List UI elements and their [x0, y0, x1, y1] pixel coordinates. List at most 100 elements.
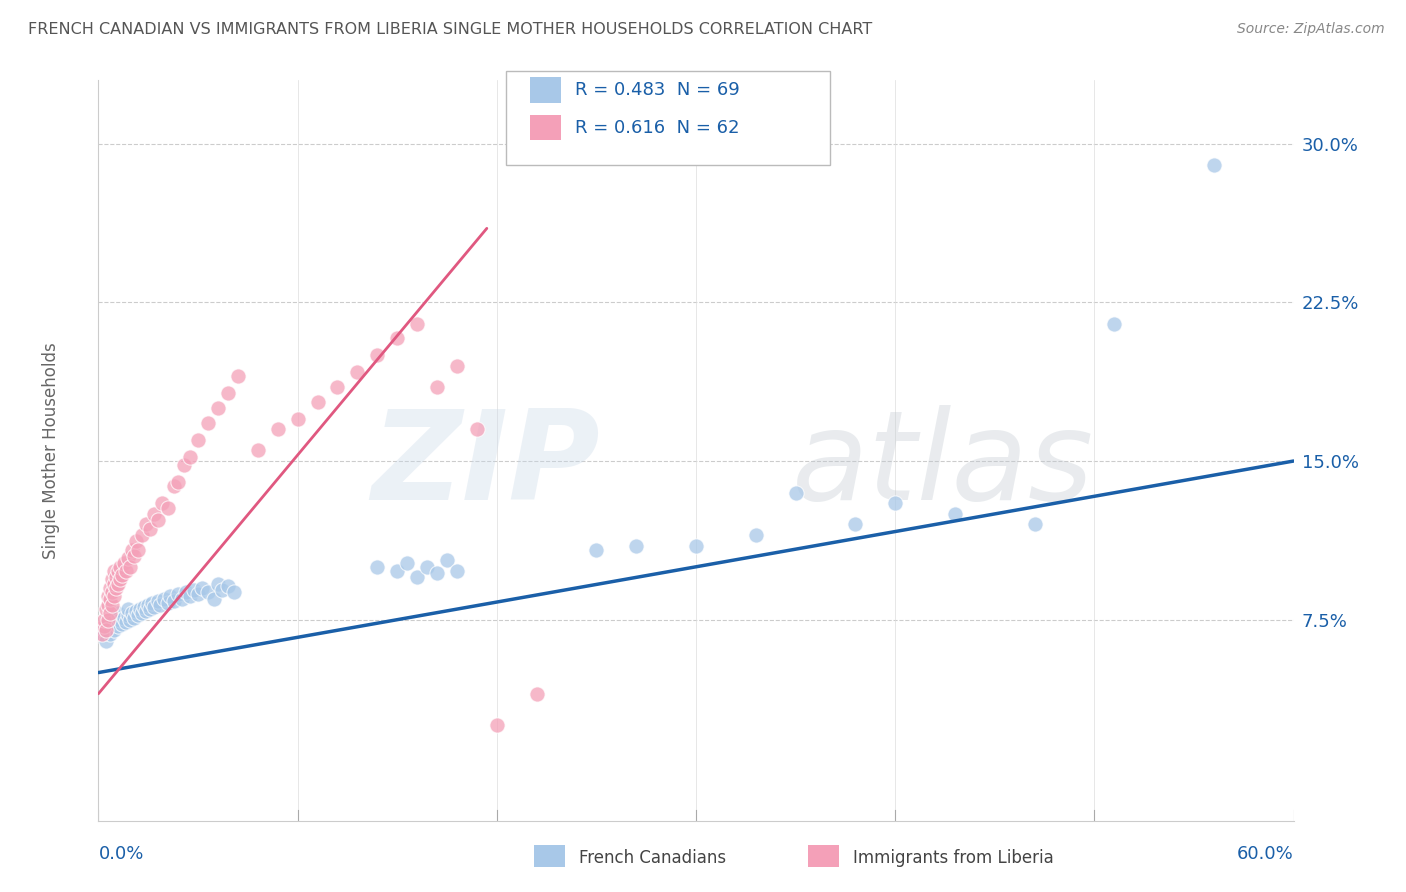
Point — [465, 422, 488, 436]
Point — [173, 458, 195, 473]
Point — [366, 348, 388, 362]
Point — [107, 619, 129, 633]
Point — [111, 616, 134, 631]
Point — [120, 559, 142, 574]
Point — [267, 422, 290, 436]
Point — [101, 610, 124, 624]
Point — [943, 507, 966, 521]
Point — [117, 551, 139, 566]
Point — [217, 579, 239, 593]
Point — [101, 616, 124, 631]
Point — [585, 542, 607, 557]
Point — [396, 556, 419, 570]
Point — [124, 549, 146, 564]
Point — [134, 599, 156, 614]
Point — [884, 496, 907, 510]
Point — [446, 564, 468, 578]
Point — [526, 687, 548, 701]
Text: R = 0.616  N = 62: R = 0.616 N = 62 — [575, 119, 740, 136]
Point — [112, 556, 135, 570]
Point — [217, 386, 239, 401]
Point — [131, 528, 153, 542]
Point — [115, 564, 138, 578]
Point — [96, 602, 118, 616]
Point — [143, 599, 166, 614]
Point — [115, 615, 138, 629]
Text: FRENCH CANADIAN VS IMMIGRANTS FROM LIBERIA SINGLE MOTHER HOUSEHOLDS CORRELATION : FRENCH CANADIAN VS IMMIGRANTS FROM LIBER… — [28, 22, 872, 37]
Text: R = 0.483  N = 69: R = 0.483 N = 69 — [575, 81, 740, 99]
Point — [385, 331, 409, 345]
Point — [157, 596, 180, 610]
Point — [93, 619, 115, 633]
Point — [446, 359, 468, 373]
Point — [110, 613, 132, 627]
Point — [346, 365, 368, 379]
Point — [98, 607, 122, 621]
Point — [91, 627, 114, 641]
Point — [105, 615, 128, 629]
Point — [107, 576, 129, 591]
Point — [207, 401, 229, 416]
Point — [191, 581, 214, 595]
Point — [202, 591, 225, 606]
Point — [103, 564, 125, 578]
Point — [167, 475, 190, 490]
Point — [150, 496, 173, 510]
Point — [121, 542, 143, 557]
Point — [406, 570, 429, 584]
Point — [148, 513, 170, 527]
Point — [307, 394, 329, 409]
Point — [127, 608, 149, 623]
Point — [167, 587, 190, 601]
Point — [125, 534, 148, 549]
Point — [426, 566, 449, 581]
Point — [685, 539, 707, 553]
Point — [179, 450, 201, 464]
Point — [93, 624, 115, 638]
Point — [97, 598, 120, 612]
Point — [1024, 517, 1046, 532]
Point — [172, 591, 194, 606]
Point — [139, 602, 162, 616]
Point — [183, 583, 205, 598]
Point — [117, 602, 139, 616]
Point — [326, 380, 349, 394]
Point — [211, 583, 233, 598]
Point — [111, 568, 134, 582]
Point — [97, 590, 120, 604]
Text: 60.0%: 60.0% — [1237, 845, 1294, 863]
Point — [103, 576, 125, 591]
Point — [222, 585, 245, 599]
Point — [120, 613, 142, 627]
Point — [785, 485, 807, 500]
Point — [101, 585, 124, 599]
Point — [745, 528, 768, 542]
Point — [1104, 317, 1126, 331]
Point — [96, 624, 118, 638]
Point — [129, 602, 152, 616]
Point — [141, 596, 163, 610]
Point — [98, 581, 122, 595]
Point — [97, 619, 120, 633]
Point — [179, 590, 201, 604]
Point — [107, 564, 129, 578]
Point — [163, 479, 186, 493]
Point — [103, 624, 125, 638]
Point — [117, 608, 139, 623]
Point — [626, 539, 648, 553]
Point — [149, 598, 172, 612]
Point — [96, 633, 118, 648]
Point — [107, 607, 129, 621]
Point — [105, 570, 128, 584]
Text: 0.0%: 0.0% — [98, 845, 143, 863]
Point — [157, 500, 180, 515]
Point — [159, 590, 181, 604]
Point — [103, 590, 125, 604]
Point — [98, 627, 122, 641]
Text: atlas: atlas — [792, 405, 1094, 525]
Point — [143, 507, 166, 521]
Point — [97, 613, 120, 627]
Text: Immigrants from Liberia: Immigrants from Liberia — [853, 849, 1054, 867]
Point — [131, 607, 153, 621]
Point — [139, 522, 162, 536]
